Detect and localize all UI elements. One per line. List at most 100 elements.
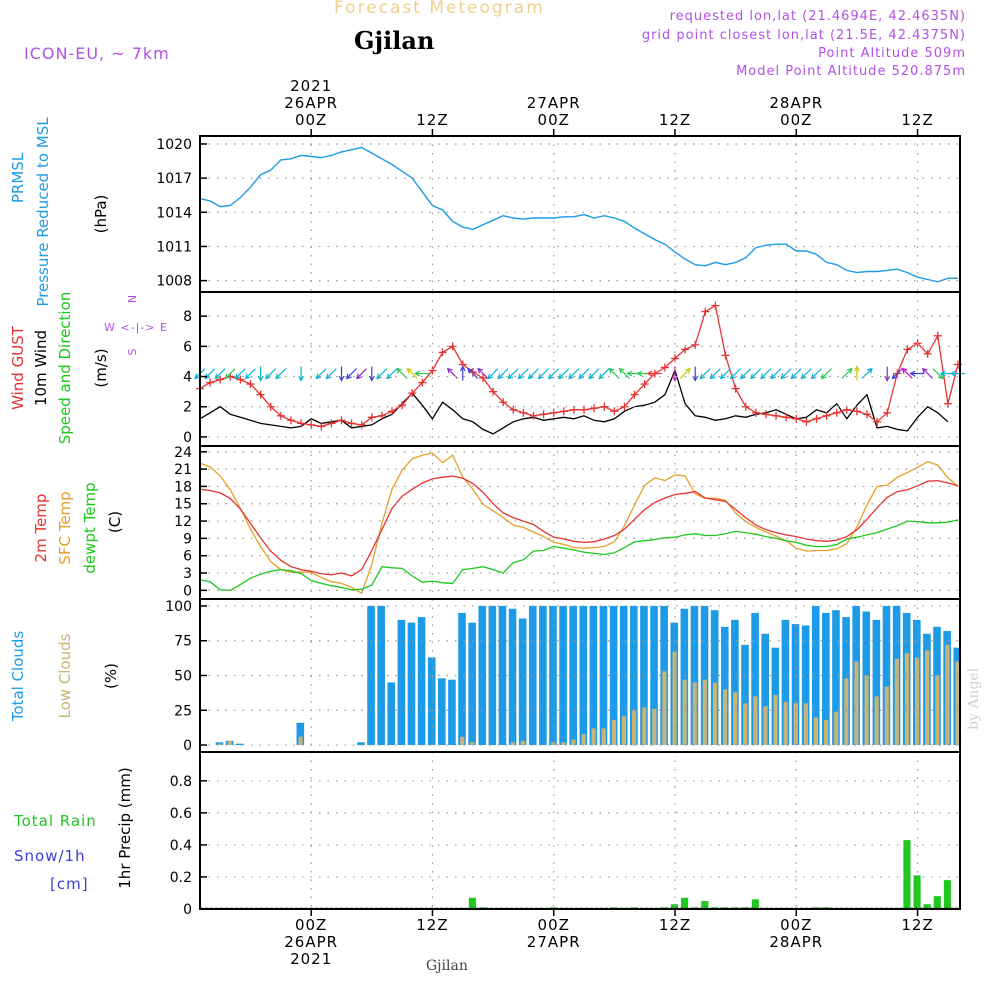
low-cloud-bar [672,651,677,746]
arrow-head [937,373,944,380]
wind-gust-point [691,340,700,349]
wind-gust-point [903,345,912,354]
arrow-shaft [760,368,772,379]
wind-direction-arrow [750,368,762,380]
total-cloud-bar [488,605,497,746]
arrow-head [487,373,494,380]
arrow-shaft [245,368,256,379]
wind-gust-point [438,348,447,357]
total-cloud-bar [377,605,385,746]
x-tick-label-bottom: 00Z [295,916,327,934]
arrow-head [315,373,322,380]
wind-gust-point [852,407,861,416]
arrow-head [692,375,699,382]
rain-bar [670,904,679,909]
y-tick-label: 15 [174,497,192,513]
wind-direction-arrow [692,366,699,382]
wind-gust-point [468,368,477,377]
y-tick-label: 9 [183,531,192,547]
wind-gust-point [792,414,801,423]
y-tick-label: 6 [183,549,192,565]
wind-gust-point [529,411,538,420]
low-cloud-bar [460,736,465,746]
wind-direction-arrow [679,367,691,379]
label-low-clouds: Low Clouds [56,633,74,718]
low-cloud-bar [591,728,596,746]
x-tick-label-top: 28APR [769,94,823,112]
arrow-head [891,373,898,380]
arrow-shaft [386,368,398,379]
wind-gust-point [549,408,558,417]
arrow-head [527,373,534,380]
wind-gust-point [377,411,386,420]
wind-direction-arrow [800,368,812,380]
low-cloud-bar [217,743,222,746]
wind-direction-arrow [368,366,375,382]
wind-gust-point [539,410,548,419]
label-speed-direction: Speed and Direction [56,292,74,445]
arrow-head [224,373,231,380]
total-cloud-bar [882,605,891,746]
wind-direction-arrow [558,368,570,380]
arrow-head [672,375,678,382]
arrow-shaft [821,368,832,379]
arrow-head [578,373,585,380]
wind-gust-point [297,419,306,428]
arrow-head [685,367,691,374]
y-tick-label: 4 [183,370,192,386]
wind-direction-arrow [224,368,236,380]
total-cloud-bar [761,633,770,746]
wind-gust-point [307,420,316,429]
wind-gust-point [569,405,578,414]
total-cloud-bar [458,612,466,746]
wind-direction-arrow [298,366,304,382]
y-tick-label: 0.2 [170,870,192,886]
pressure-line [199,146,958,283]
arrow-head [780,373,787,380]
y-tick-label: 6 [183,339,192,355]
wind-direction-arrow [820,368,832,380]
total-cloud-bar [387,682,396,746]
arrow-head [507,373,514,380]
arrow-shaft [780,368,792,379]
wind-direction-arrow [729,368,741,380]
arrow-head [497,373,504,380]
wind-direction-arrow [234,368,246,380]
low-cloud-bar [722,689,728,746]
x-tick-label-bottom: 12Z [416,916,448,934]
wind-10m-line [199,368,949,435]
arrow-shaft [518,368,529,379]
wind-direction-arrow [588,368,600,380]
wind-gust-point [711,301,720,310]
total-cloud-bar [781,619,790,746]
dewpoint-line [199,519,959,591]
total-cloud-bar [640,605,648,746]
low-cloud-bar [561,742,566,746]
low-cloud-bar [803,703,808,746]
total-cloud-bar [539,605,547,746]
arrow-head [338,375,345,382]
meteogram-subtitle: Forecast Meteogram [334,0,545,18]
arrow-head [608,367,615,374]
arrow-shaft [801,368,812,379]
wind-gust-point [822,411,831,420]
total-cloud-bar [710,610,719,746]
wind-gust-point [802,417,811,426]
low-cloud-bar [581,733,586,746]
wind-gust-point [236,375,245,384]
arrow-shaft [528,368,539,379]
arrow-head [264,373,271,380]
arrow-shaft [406,368,418,379]
x-tick-label-top: 00Z [538,111,570,129]
y-tick-label: 2 [183,400,192,416]
x-tick-label-bottom: 00Z [780,916,812,934]
x-tick-label-bottom: 00Z [538,916,570,934]
wind-direction-arrow [568,368,580,380]
total-cloud-bar [478,605,487,746]
total-cloud-bar [559,605,567,746]
total-cloud-bar [731,619,739,746]
low-cloud-bar [227,740,232,746]
x-tick-label-bottom: 26APR [284,933,338,951]
wind-gust-point [478,374,487,383]
arrow-head [760,373,767,380]
